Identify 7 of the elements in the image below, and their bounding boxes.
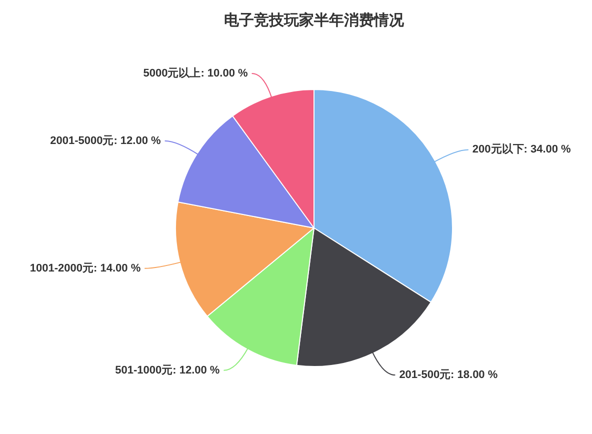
slice-label: 5000元以上: 10.00 % [143, 66, 248, 80]
slice-label: 201-500元: 18.00 % [399, 369, 498, 382]
slice-label: 1001-2000元: 14.00 % [30, 262, 141, 274]
slice-label: 200元以下: 34.00 % [472, 142, 572, 156]
chart-title: 电子竞技玩家半年消费情况 [224, 11, 405, 30]
slice-label: 2001-5000元: 12.00 % [50, 134, 162, 147]
slice-label: 501-1000元: 12.00 % [115, 364, 220, 376]
